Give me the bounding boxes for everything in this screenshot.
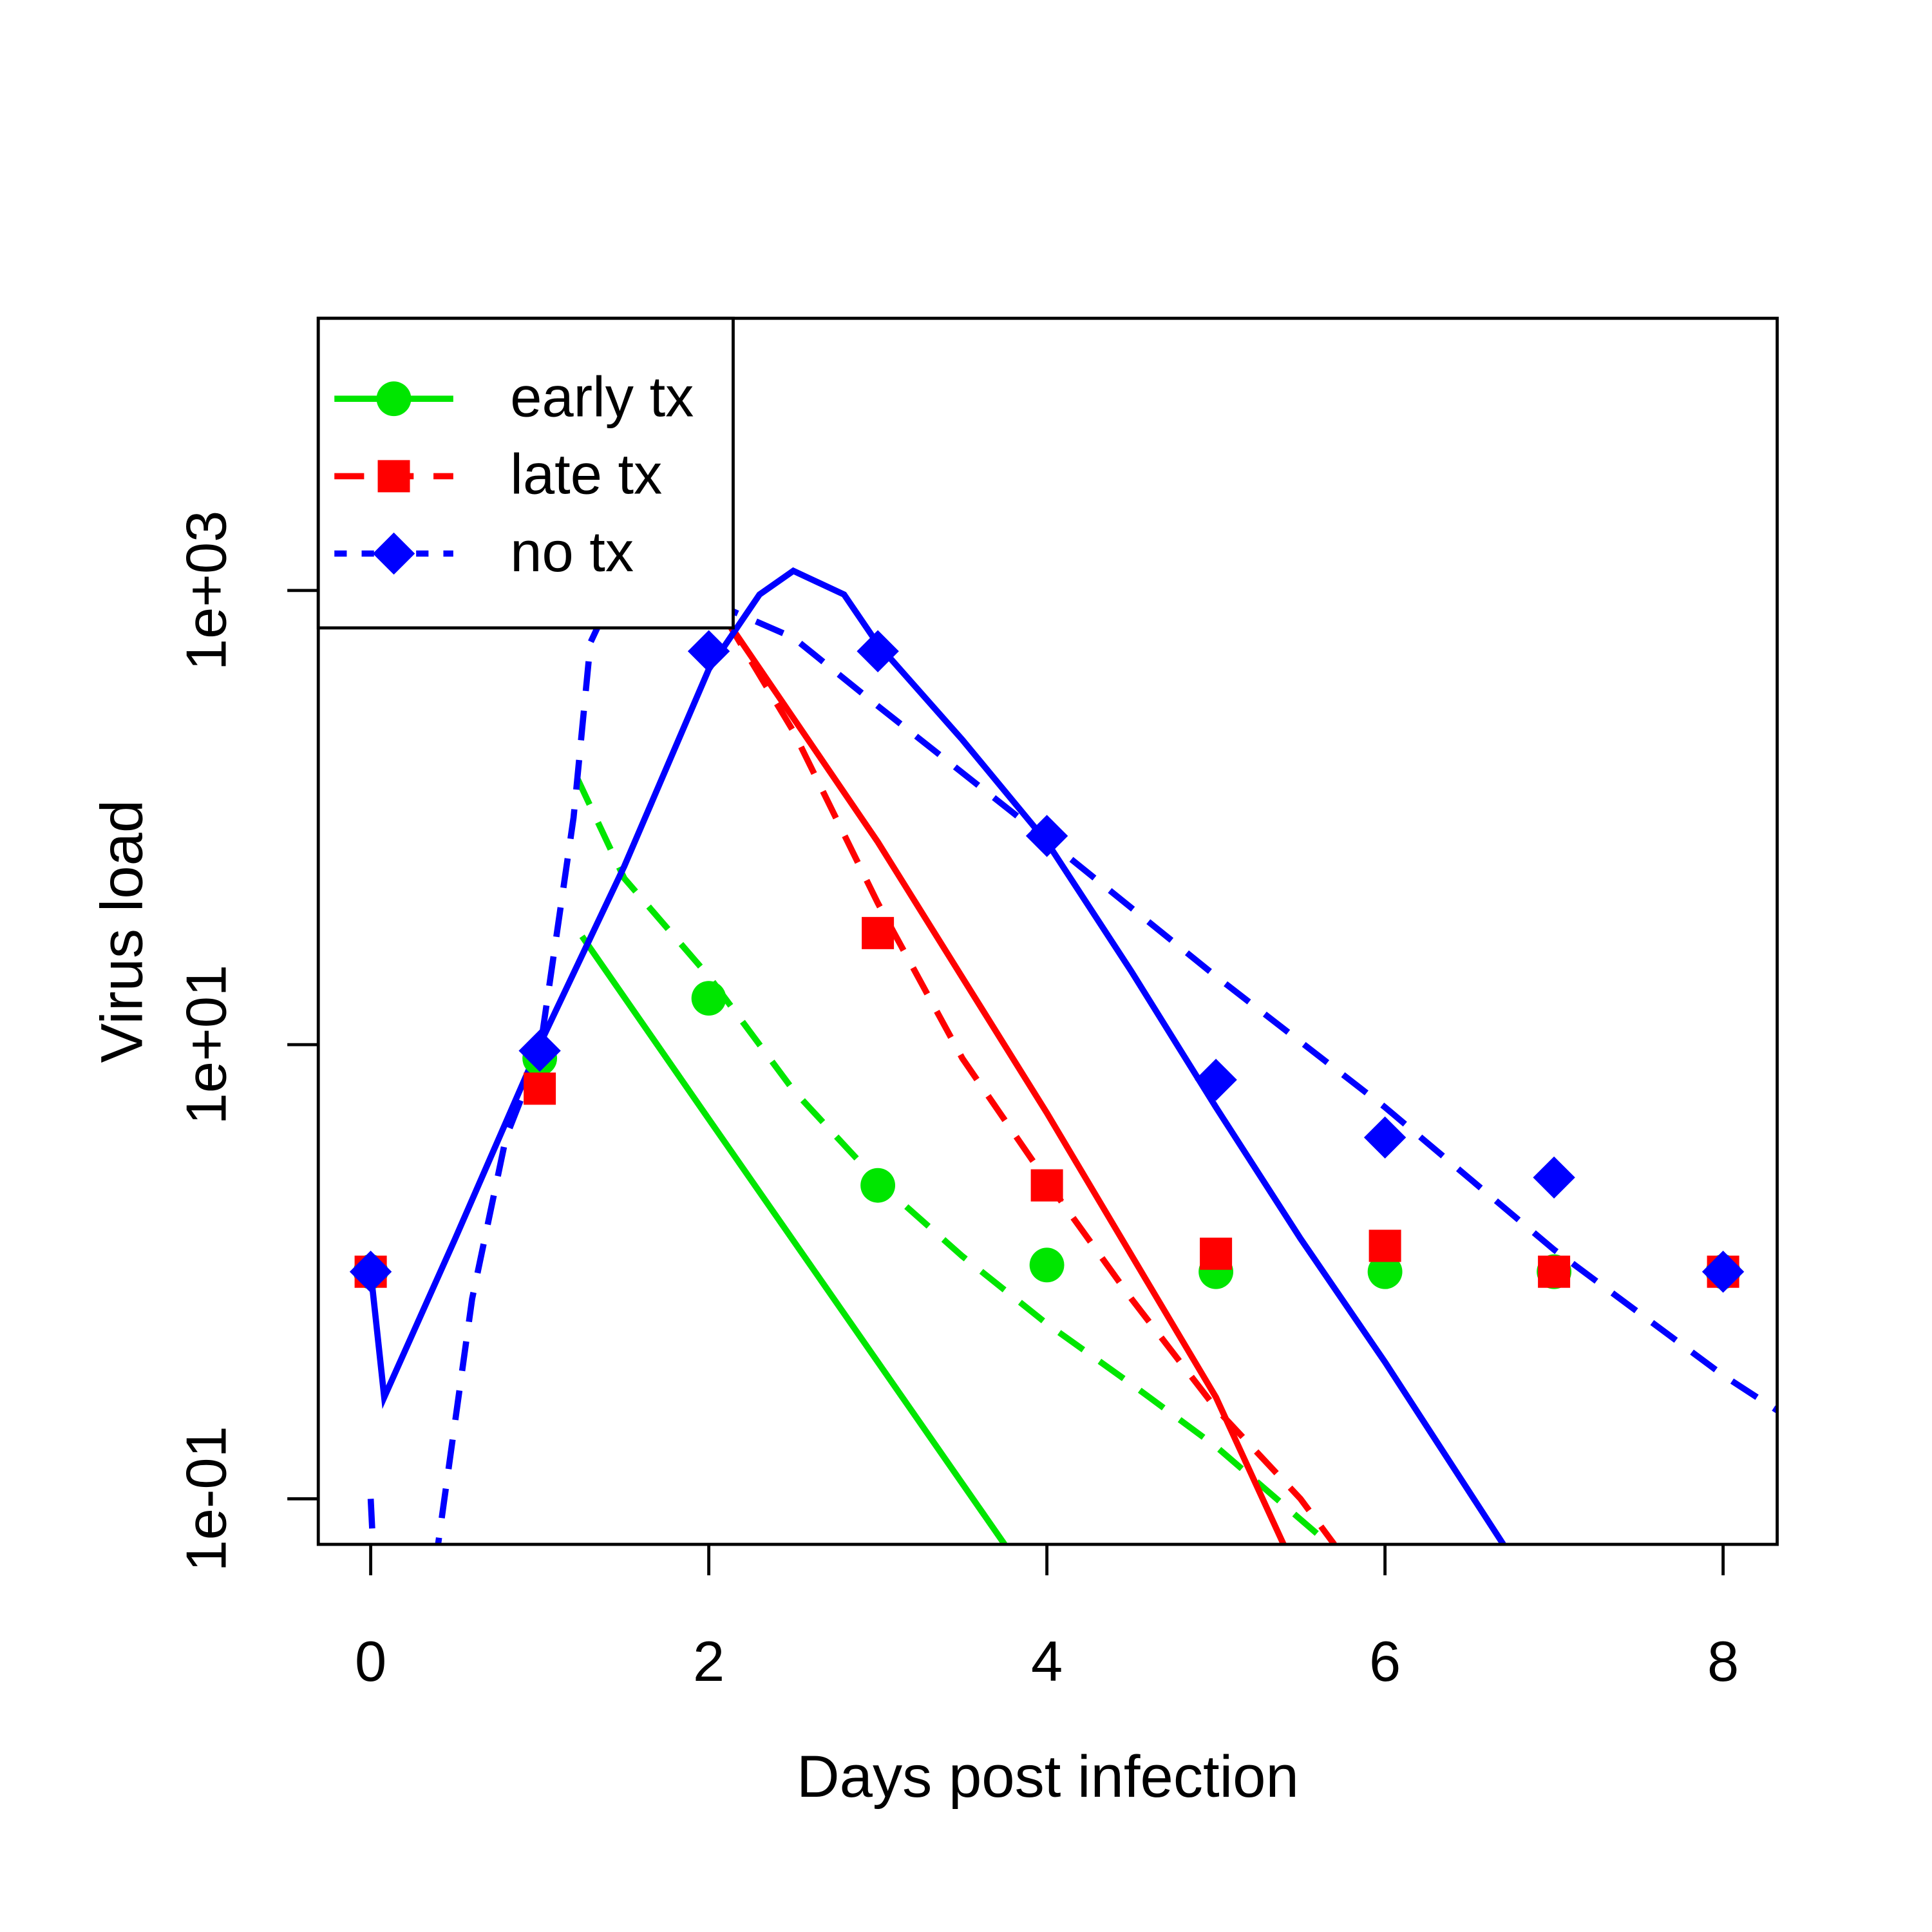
point [691,981,726,1016]
curve [723,617,1287,1545]
point [1533,1156,1575,1199]
legend-marker [376,381,412,417]
legend-label: no tx [510,520,634,583]
point [1195,1059,1237,1101]
point [862,916,895,949]
point [518,1029,561,1072]
point [860,1168,896,1203]
curve [574,776,1320,1537]
legend-label: late tx [510,442,662,506]
x-tick-label: 6 [1369,1629,1401,1693]
legend-label: early tx [510,365,694,428]
point [524,1072,556,1105]
point [1701,1251,1745,1293]
point [687,630,730,672]
y-tick-label: 1e+01 [174,965,238,1124]
point [1029,1247,1065,1283]
point [1368,1229,1401,1262]
point [1200,1237,1233,1270]
curve [367,567,1506,1545]
x-tick-label: 2 [693,1629,724,1693]
legend-marker [377,460,410,493]
point [1030,1169,1063,1202]
point [1538,1255,1571,1288]
plot-lines [367,567,1777,1545]
curve [367,582,1777,1545]
y-tick-label: 1e-01 [174,1426,238,1571]
point [1367,1254,1403,1289]
x-tick-label: 0 [355,1629,386,1693]
x-tick-label: 8 [1707,1629,1739,1693]
y-axis-label: Virus load [88,800,155,1063]
x-tick-label: 4 [1031,1629,1063,1693]
point [857,630,899,672]
y-tick-label: 1e+03 [174,511,238,670]
point [349,1251,392,1293]
point [1363,1116,1406,1159]
curve [579,934,1007,1545]
legend: early tx late tx no tx [316,316,735,630]
plot-points [349,541,1745,1293]
x-axis-label: Days post infection [797,1743,1299,1810]
point [1025,815,1068,857]
